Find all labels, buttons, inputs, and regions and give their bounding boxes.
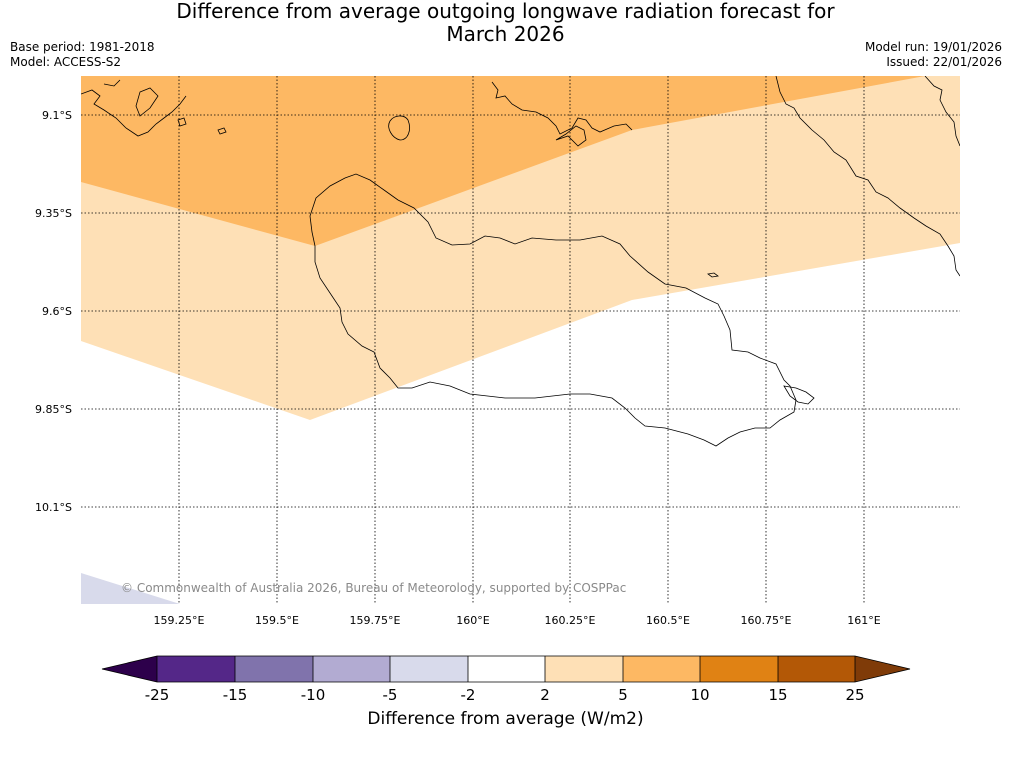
lon-label-3: 159.75°E [350, 614, 401, 627]
anomaly-band-5-10 [81, 76, 925, 246]
coastline-florida-islands [491, 81, 633, 147]
map-title: Difference from average outgoing longwav… [0, 0, 1011, 46]
base-period: Base period: 1981-2018 [10, 40, 155, 54]
lat-label-4: 9.85°S [35, 403, 72, 416]
lat-label-2: 9.35°S [35, 207, 72, 220]
coastline-rock-1 [217, 127, 227, 135]
colorbar-bin-15-25 [778, 656, 855, 682]
colorbar: -25 -15 -10 -5 -2 2 5 10 15 25 [101, 655, 911, 704]
colorbar-bin-10-15 [700, 656, 778, 682]
lon-label-4: 160°E [456, 614, 489, 627]
lat-label-5: 10.1°S [35, 501, 72, 514]
colorbar-bin-minus15-minus10 [235, 656, 313, 682]
coastline-malaita [775, 76, 960, 277]
colorbar-arrow-low [102, 656, 157, 682]
coastline-malaita-north [924, 76, 960, 147]
coastline-cape-islets [783, 385, 815, 405]
lat-label-3: 9.6°S [42, 305, 72, 318]
anomaly-band-minus5-minus2 [81, 573, 180, 604]
issued-date: Issued: 22/01/2026 [886, 55, 1002, 69]
coastline-nggela-west [81, 79, 187, 137]
colorbar-bin-minus10-minus5 [313, 656, 390, 682]
lon-label-5: 160.25°E [545, 614, 596, 627]
latitude-labels: 9.1°S 9.35°S 9.6°S 9.85°S 10.1°S [35, 109, 72, 514]
lon-label-2: 159.5°E [255, 614, 299, 627]
colorbar-title: Difference from average (W/m2) [367, 709, 644, 729]
model-run: Model run: 19/01/2026 [864, 40, 1002, 54]
longitude-labels: 159.25°E 159.5°E 159.75°E 160°E 160.25°E… [154, 614, 881, 627]
map-area: © Commonwealth of Australia 2026, Bureau… [81, 76, 960, 604]
colorbar-dividers [156, 656, 856, 682]
model-name: Model: ACCESS-S2 [10, 55, 122, 69]
lon-label-6: 160.5°E [646, 614, 690, 627]
title-line-2: March 2026 [446, 22, 565, 46]
coastline-rock-2 [177, 117, 187, 127]
coastline-small-island [388, 115, 410, 141]
coastlines [81, 76, 960, 447]
colorbar-bin-minus5-minus2 [390, 656, 468, 682]
colorbar-ticks: -25 -15 -10 -5 -2 2 5 10 15 25 [145, 686, 865, 704]
cb-tick-3: -10 [301, 686, 326, 704]
title-line-1: Difference from average outgoing longwav… [176, 0, 835, 23]
cb-tick-2: -15 [223, 686, 248, 704]
copyright-notice: © Commonwealth of Australia 2026, Bureau… [121, 581, 626, 595]
lon-label-7: 160.75°E [741, 614, 792, 627]
cb-tick-10: 25 [845, 686, 864, 704]
gridlines [81, 76, 960, 604]
cb-tick-4: -5 [383, 686, 398, 704]
colorbar-bin-minus2-2 [468, 656, 545, 682]
cb-tick-1: -25 [145, 686, 170, 704]
lon-label-8: 161°E [847, 614, 880, 627]
lat-label-1: 9.1°S [42, 109, 72, 122]
cb-tick-8: 10 [690, 686, 709, 704]
cb-tick-9: 15 [768, 686, 787, 704]
colorbar-bin-2-5 [545, 656, 623, 682]
colorbar-bin-minus25-minus15 [157, 656, 235, 682]
coastline-guadalcanal [309, 173, 797, 447]
coastline-tiny-island [707, 272, 719, 278]
meta-right: Model run: 19/01/2026 Issued: 22/01/2026 [865, 40, 1002, 70]
cb-tick-5: -2 [461, 686, 476, 704]
colorbar-arrow-high [855, 656, 910, 682]
cb-tick-7: 5 [618, 686, 628, 704]
cb-tick-6: 2 [540, 686, 550, 704]
lon-label-1: 159.25°E [154, 614, 205, 627]
meta-left: Base period: 1981-2018 Model: ACCESS-S2 [10, 40, 155, 70]
colorbar-bin-5-10 [623, 656, 700, 682]
